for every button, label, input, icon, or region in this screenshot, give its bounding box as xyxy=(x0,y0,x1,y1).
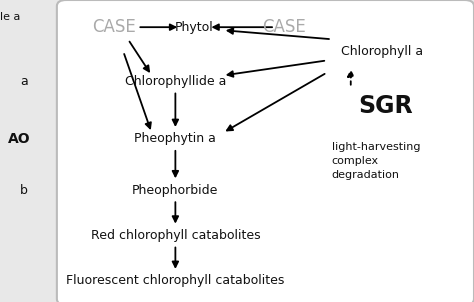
Text: Red chlorophyll catabolites: Red chlorophyll catabolites xyxy=(91,229,260,242)
Text: b: b xyxy=(20,184,27,197)
Text: a: a xyxy=(20,75,27,88)
FancyBboxPatch shape xyxy=(57,0,474,302)
Text: Pheophorbide: Pheophorbide xyxy=(132,184,219,197)
Text: Phytol: Phytol xyxy=(175,21,214,34)
Text: Pheophytin a: Pheophytin a xyxy=(135,132,216,146)
Text: Chlorophyllide a: Chlorophyllide a xyxy=(125,75,226,88)
Text: CASE: CASE xyxy=(263,18,306,36)
Text: Fluorescent chlorophyll catabolites: Fluorescent chlorophyll catabolites xyxy=(66,274,284,288)
Text: light-harvesting
complex
degradation: light-harvesting complex degradation xyxy=(332,142,420,180)
Text: SGR: SGR xyxy=(358,94,412,118)
Text: Chlorophyll a: Chlorophyll a xyxy=(341,45,423,58)
Text: CASE: CASE xyxy=(92,18,136,36)
Text: AO: AO xyxy=(8,132,30,146)
Text: le a: le a xyxy=(0,12,20,22)
